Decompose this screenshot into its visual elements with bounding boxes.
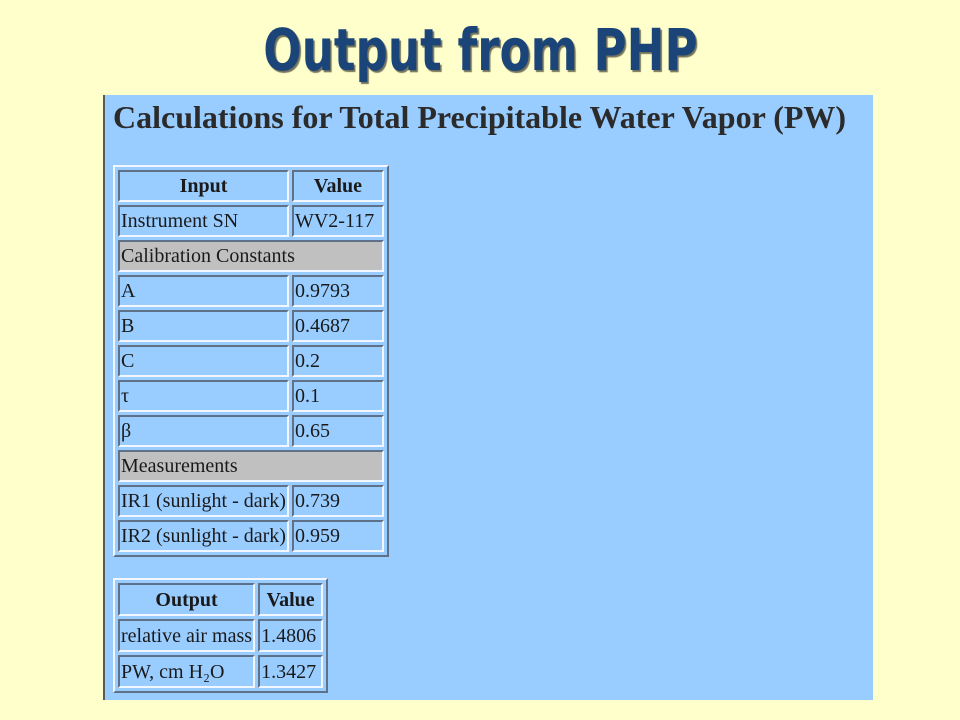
table-row: C 0.2 [118, 345, 384, 377]
ir2-value: 0.959 [291, 520, 384, 552]
constant-a-label: A [118, 275, 289, 307]
instrument-sn-value: WV2-117 [291, 205, 384, 237]
php-output-page: Calculations for Total Precipitable Wate… [103, 95, 873, 700]
input-table-header-row: Input Value [118, 170, 384, 202]
constant-tau-value: 0.1 [291, 380, 384, 412]
constant-c-value: 0.2 [291, 345, 384, 377]
pw-label: PW, cm H₂O [118, 655, 256, 688]
column-header-output: Output [118, 583, 256, 616]
constant-b-value: 0.4687 [291, 310, 384, 342]
constant-a-value: 0.9793 [291, 275, 384, 307]
section-row: Measurements [118, 450, 384, 482]
constant-c-label: C [118, 345, 289, 377]
instrument-sn-label: Instrument SN [118, 205, 289, 237]
table-row: B 0.4687 [118, 310, 384, 342]
table-row: IR1 (sunlight - dark) 0.739 [118, 485, 384, 517]
table-row: β 0.65 [118, 415, 384, 447]
pw-value: 1.3427 [258, 655, 324, 688]
constant-beta-label: β [118, 415, 289, 447]
input-table: Input Value Instrument SN WV2-117 Calibr… [113, 165, 389, 557]
table-row: A 0.9793 [118, 275, 384, 307]
page-heading: Calculations for Total Precipitable Wate… [113, 99, 847, 135]
ir2-label: IR2 (sunlight - dark) [118, 520, 289, 552]
ir1-value: 0.739 [291, 485, 384, 517]
column-header-value: Value [258, 583, 324, 616]
relative-air-mass-value: 1.4806 [258, 619, 324, 652]
section-calibration-constants: Calibration Constants [118, 240, 384, 272]
output-table-header-row: Output Value [118, 583, 324, 616]
constant-tau-label: τ [118, 380, 289, 412]
section-measurements: Measurements [118, 450, 384, 482]
section-row: Calibration Constants [118, 240, 384, 272]
table-row: τ 0.1 [118, 380, 384, 412]
table-row: IR2 (sunlight - dark) 0.959 [118, 520, 384, 552]
output-table: Output Value relative air mass 1.4806 PW… [113, 578, 329, 693]
table-row: relative air mass 1.4806 [118, 619, 324, 652]
constant-beta-value: 0.65 [291, 415, 384, 447]
column-header-value: Value [291, 170, 384, 202]
slide-title: Output from PHP [0, 15, 960, 85]
table-row: PW, cm H₂O 1.3427 [118, 655, 324, 688]
slide-title-text: Output from PHP [262, 16, 698, 84]
column-header-input: Input [118, 170, 289, 202]
constant-b-label: B [118, 310, 289, 342]
table-row: Instrument SN WV2-117 [118, 205, 384, 237]
relative-air-mass-label: relative air mass [118, 619, 256, 652]
ir1-label: IR1 (sunlight - dark) [118, 485, 289, 517]
